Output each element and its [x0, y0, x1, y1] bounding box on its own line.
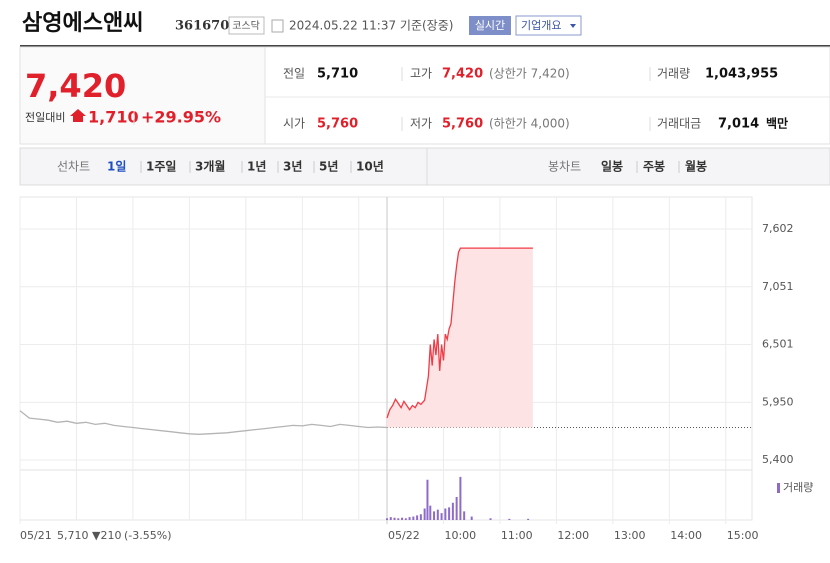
y-tick-label: 7,051: [762, 280, 794, 293]
current-price: 7,420: [25, 67, 126, 105]
price-panel: [19, 46, 266, 145]
volume-bar: [412, 516, 415, 520]
period-tab[interactable]: 5년: [319, 160, 338, 174]
info-note: (상한가 7,420): [489, 67, 570, 81]
dropdown-arrow: [570, 24, 576, 28]
period-tab[interactable]: 3개월: [195, 159, 225, 174]
up-icon: [70, 109, 86, 122]
info-label: 저가: [410, 117, 432, 131]
tab-group-label: 봉차트: [548, 160, 581, 174]
info-panel: [264, 46, 830, 145]
company-button-box[interactable]: [515, 15, 582, 36]
info-unit: 백만: [766, 116, 788, 131]
x-tick-label: 14:00: [670, 529, 702, 542]
y-tick-label: 5,400: [762, 453, 794, 466]
x-tick-label: 05/22: [388, 529, 420, 542]
info-label: 고가: [410, 67, 432, 81]
quote-time: 2024.05.22 11:37 기준(장중): [289, 19, 453, 33]
volume-bar: [463, 511, 466, 520]
period-tab[interactable]: 1년: [247, 160, 266, 174]
company-button[interactable]: 기업개요: [521, 19, 561, 32]
candle-tab[interactable]: 주봉: [643, 160, 665, 174]
x-tick-label: 05/21: [20, 529, 52, 542]
volume-bar: [451, 502, 454, 520]
change-rate: +29.95%: [141, 108, 221, 127]
info-value: 7,420: [442, 67, 483, 82]
legend-label: 거래량: [783, 481, 813, 494]
realtime-button-box[interactable]: [469, 16, 511, 35]
volume-bar: [436, 509, 439, 520]
period-tab[interactable]: 10년: [356, 160, 384, 174]
clock-icon: [271, 19, 284, 33]
info-value: 1,043,955: [705, 67, 778, 82]
price-area: [387, 248, 533, 428]
volume-bar: [423, 508, 426, 520]
legend-swatch: [777, 483, 780, 493]
stock-code: 361670: [175, 19, 229, 34]
change-amount: 1,710: [88, 108, 139, 127]
tab-list: 1일 1주일 3개월 1년 3년 5년 10년 일봉 주봉 월봉: [107, 159, 707, 174]
volume-bar: [489, 518, 492, 520]
info-value: 5,760: [442, 117, 483, 132]
candle-tab[interactable]: 일봉: [601, 160, 623, 174]
candle-tab[interactable]: 월봉: [685, 159, 707, 174]
price-line: [19, 410, 388, 435]
period-tab[interactable]: 1일: [107, 160, 126, 174]
x-tick-label: 13:00: [614, 529, 646, 542]
volume-bar: [444, 508, 447, 520]
y-tick-label: 6,501: [762, 338, 794, 351]
volume-bar: [419, 514, 422, 520]
info-label: 전일: [283, 67, 305, 81]
volume-bar: [386, 518, 388, 520]
period-tab[interactable]: 1주일: [146, 160, 176, 174]
info-label: 거래대금: [657, 117, 701, 131]
realtime-button[interactable]: 실시간: [475, 19, 505, 32]
x-tick-label: 15:00: [727, 529, 759, 542]
price-chart: 7,602 7,051 6,501 5,950 5,400 05/21 05/22 10:00…: [19, 196, 813, 542]
volume-bar: [459, 476, 462, 520]
volume-bar: [404, 518, 407, 520]
info-value: 5,710: [317, 67, 358, 82]
price-line: [386, 247, 533, 419]
info-value: 5,760: [317, 117, 358, 132]
tab-group-label: 선차트: [57, 160, 90, 174]
market-badge: 코스닥: [232, 20, 260, 32]
volume-bar: [408, 517, 411, 520]
volume-bar: [470, 516, 473, 520]
y-tick-label: 5,950: [762, 395, 794, 408]
volume-bar: [416, 515, 419, 520]
x-tick-label: 12:00: [557, 529, 589, 542]
volume-bar: [440, 513, 443, 520]
x-tick-label: 11:00: [501, 529, 533, 542]
market-badge-box: [228, 16, 265, 35]
volume-bar: [397, 518, 400, 520]
tab-bar: [19, 147, 830, 186]
volume-bar: [433, 511, 436, 520]
volume-bar: [508, 518, 511, 520]
volume-bar: [527, 518, 530, 520]
volume-bar: [429, 505, 432, 520]
plot-frame: [19, 196, 753, 521]
info-note: (하한가 4,000): [489, 117, 570, 131]
change-label: 전일대비: [25, 110, 65, 124]
footer-change: ▼210: [92, 529, 121, 542]
volume-bar: [426, 479, 429, 520]
volume-bar: [401, 517, 404, 520]
volume-bar: [389, 517, 392, 520]
y-tick-label: 7,602: [762, 222, 794, 235]
stock-name: 삼영에스앤씨: [22, 11, 143, 36]
info-label: 거래량: [657, 67, 690, 81]
period-tab[interactable]: 3년: [283, 160, 302, 174]
footer-price: 5,710: [57, 529, 89, 542]
info-label: 시가: [283, 117, 305, 131]
x-tick-label: 10:00: [444, 529, 476, 542]
volume-bar: [393, 517, 396, 520]
volume-bar: [448, 507, 451, 520]
footer-rate: (-3.55%): [124, 529, 172, 542]
info-value: 7,014: [718, 117, 759, 132]
volume-bar: [455, 497, 458, 520]
